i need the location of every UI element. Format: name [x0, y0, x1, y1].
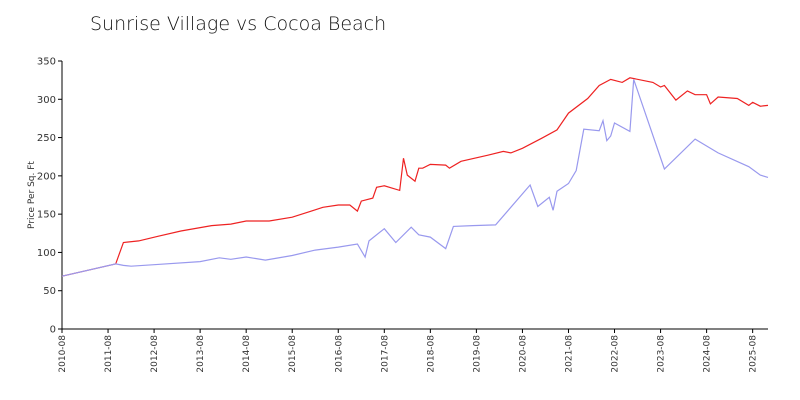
x-tick-label: 2025-08	[749, 335, 759, 373]
y-tick-label: 100	[37, 248, 56, 259]
x-tick-label: 2016-08	[334, 335, 344, 373]
y-tick-label: 250	[37, 133, 56, 144]
y-tick-label: 200	[37, 171, 56, 182]
x-tick-label: 2019-08	[472, 335, 482, 373]
series-line	[61, 79, 769, 277]
y-axis-label: Price Per Sq. Ft	[27, 161, 37, 229]
x-tick-label: 2021-08	[564, 335, 574, 373]
x-tick-label: 2024-08	[703, 335, 713, 373]
x-tick-label: 2018-08	[426, 335, 436, 373]
y-tick-label: 350	[37, 57, 56, 68]
x-tick-label: 2014-08	[242, 335, 252, 373]
y-tick-label: 300	[37, 95, 56, 106]
x-tick-label: 2023-08	[657, 335, 667, 373]
x-tick-label: 2011-08	[104, 335, 114, 373]
x-tick-label: 2020-08	[518, 335, 528, 373]
x-tick-label: 2022-08	[611, 335, 621, 373]
x-tick-label: 2017-08	[380, 335, 390, 373]
x-tick-label: 2012-08	[150, 335, 160, 373]
x-tick-label: 2013-08	[196, 335, 206, 373]
series-line	[61, 77, 769, 277]
y-tick-label: 50	[43, 286, 56, 297]
x-tick-label: 2015-08	[288, 335, 298, 373]
chart-title: Sunrise Village vs Cocoa Beach	[90, 13, 386, 35]
y-tick-label: 150	[37, 210, 56, 221]
x-tick-label: 2010-08	[58, 335, 68, 373]
y-tick-label: 0	[50, 325, 56, 336]
